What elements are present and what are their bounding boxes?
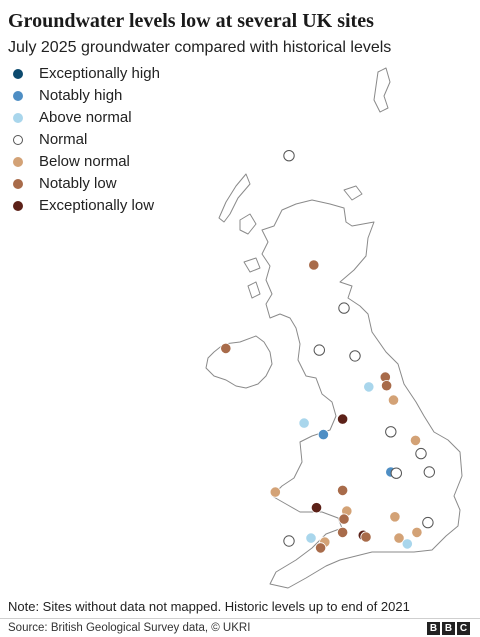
site-marker-notably-low: [336, 484, 349, 496]
bbc-logo-letter: B: [442, 622, 455, 635]
bbc-logo-letter: B: [427, 622, 440, 635]
site-markers: [220, 150, 435, 554]
site-marker-normal: [283, 535, 295, 547]
legend-label: Notably low: [39, 175, 117, 192]
legend-label: Exceptionally low: [39, 197, 155, 214]
site-marker-normal: [385, 426, 397, 438]
map-subtitle: July 2025 groundwater compared with hist…: [8, 39, 392, 56]
site-marker-normal: [349, 350, 361, 362]
site-marker-notably-low: [338, 513, 350, 525]
site-marker-notably-low: [336, 526, 349, 539]
land-great-britain: [261, 199, 463, 589]
site-marker-below-normal: [409, 434, 422, 446]
legend-dot-icon: [13, 113, 23, 123]
site-marker-normal: [422, 516, 434, 529]
legend-dot-icon: [13, 135, 23, 145]
land-shetland: [373, 67, 391, 113]
site-marker-above-normal: [305, 532, 317, 544]
legend-dot-icon: [13, 91, 23, 101]
land-orkney: [343, 185, 363, 201]
site-marker-below-normal: [389, 511, 401, 523]
legend-item-below-normal: Below normal: [8, 151, 160, 173]
land-mull: [243, 257, 261, 273]
site-marker-notably-low: [314, 542, 327, 554]
land-outer-hebrides: [218, 173, 251, 223]
site-marker-normal: [423, 466, 435, 478]
legend-item-normal: Normal: [8, 129, 160, 151]
legend-item-notably-high: Notably high: [8, 85, 160, 107]
land-northern-ireland: [205, 335, 273, 389]
legend-label: Exceptionally high: [39, 65, 160, 82]
legend-label: Notably high: [39, 87, 123, 104]
legend-dot-icon: [13, 201, 23, 211]
site-marker-below-normal: [387, 394, 400, 406]
map-title: Groundwater levels low at several UK sit…: [8, 10, 374, 32]
source-credit: Source: British Geological Survey data, …: [8, 622, 251, 634]
land-islay: [247, 281, 261, 299]
site-marker-normal: [415, 447, 427, 460]
bbc-logo: B B C: [427, 622, 470, 635]
legend-dot-icon: [13, 69, 23, 79]
map-land: [205, 67, 463, 589]
site-marker-normal: [338, 302, 350, 314]
legend-label: Below normal: [39, 153, 130, 170]
site-marker-above-normal: [363, 381, 375, 393]
site-marker-notably-low: [220, 342, 232, 354]
site-marker-below-normal: [411, 526, 423, 539]
legend: Exceptionally high Notably high Above no…: [8, 63, 160, 217]
site-marker-below-normal: [393, 532, 405, 544]
site-marker-notably-low: [380, 380, 393, 392]
site-marker-exceptionally-low: [310, 502, 323, 514]
site-marker-exceptionally-low: [336, 413, 349, 425]
legend-label: Above normal: [39, 109, 132, 126]
site-marker-notably-high: [317, 428, 329, 441]
legend-dot-icon: [13, 179, 23, 189]
site-marker-below-normal: [269, 486, 281, 498]
site-marker-normal: [283, 150, 295, 162]
legend-item-above-normal: Above normal: [8, 107, 160, 129]
site-marker-notably-low: [308, 259, 320, 271]
legend-item-exceptionally-low: Exceptionally low: [8, 195, 160, 217]
footer: Source: British Geological Survey data, …: [0, 618, 480, 637]
legend-dot-icon: [13, 157, 23, 167]
legend-item-notably-low: Notably low: [8, 173, 160, 195]
site-marker-notably-low: [360, 531, 372, 543]
land-skye: [239, 213, 257, 235]
legend-label: Normal: [39, 131, 88, 148]
legend-item-exceptionally-high: Exceptionally high: [8, 63, 160, 85]
site-marker-normal: [313, 344, 325, 356]
site-marker-normal: [390, 467, 402, 479]
site-marker-above-normal: [298, 417, 310, 429]
site-marker-above-normal: [401, 538, 413, 550]
footnote: Note: Sites without data not mapped. His…: [8, 599, 410, 614]
bbc-logo-letter: C: [457, 622, 470, 635]
